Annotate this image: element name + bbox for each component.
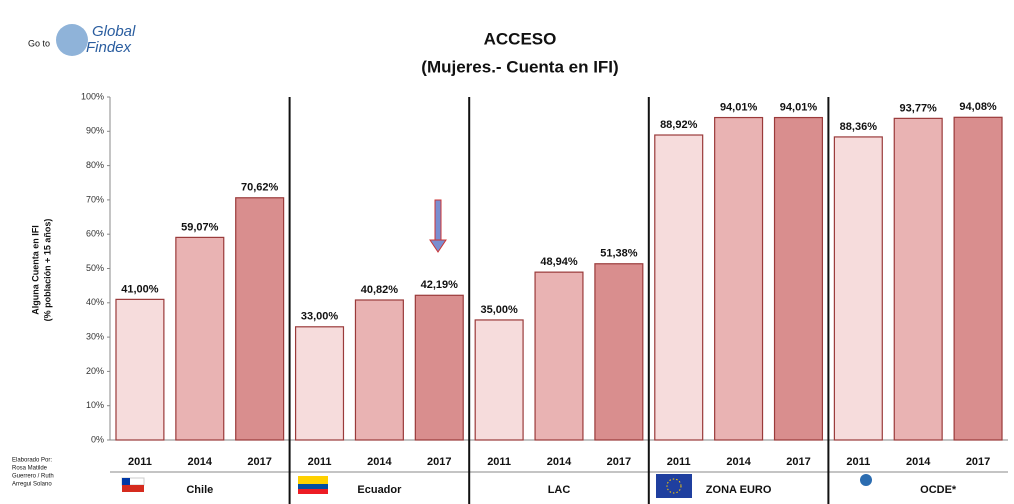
data-label: 88,92% bbox=[660, 119, 698, 131]
data-label: 51,38% bbox=[600, 248, 638, 260]
y-tick-label: 80% bbox=[86, 160, 104, 170]
data-label: 41,00% bbox=[121, 283, 159, 295]
flag bbox=[666, 478, 682, 494]
y-tick-label: 60% bbox=[86, 229, 104, 239]
flags bbox=[121, 474, 872, 498]
bar bbox=[654, 134, 704, 441]
data-label: 48,94% bbox=[540, 256, 578, 268]
data-label: 40,82% bbox=[361, 284, 399, 296]
arrow bbox=[429, 199, 447, 253]
flag bbox=[122, 485, 144, 492]
footnote: Elaborado Por: bbox=[12, 458, 52, 464]
bar bbox=[235, 197, 285, 441]
flag bbox=[298, 489, 328, 494]
data-label: 94,08% bbox=[959, 101, 997, 113]
data-label: 35,00% bbox=[480, 304, 518, 316]
bar bbox=[474, 319, 524, 441]
data-label: 42,19% bbox=[421, 279, 459, 291]
y-tick-label: 90% bbox=[86, 126, 104, 136]
bar bbox=[534, 271, 584, 441]
bar bbox=[773, 116, 824, 441]
x-tick-label: 2014 bbox=[188, 456, 213, 468]
y-tick-label: 20% bbox=[86, 366, 104, 376]
oecd-logo bbox=[860, 474, 872, 486]
bar bbox=[414, 294, 464, 441]
bar bbox=[294, 326, 345, 441]
group-label: ZONA EURO bbox=[706, 484, 772, 496]
data-label: 94,01% bbox=[720, 101, 758, 113]
x-tick-label: 2017 bbox=[966, 456, 990, 468]
y-tick-label: 30% bbox=[86, 331, 104, 341]
bar bbox=[594, 263, 644, 441]
flag bbox=[298, 476, 328, 484]
x-tick-label: 2014 bbox=[367, 456, 392, 468]
chart-title: ACCESO bbox=[484, 29, 557, 48]
flag bbox=[122, 478, 130, 485]
footnote: Rosa Matilde bbox=[12, 466, 48, 472]
y-tick-label: 100% bbox=[81, 91, 104, 101]
logo-text: Global bbox=[92, 23, 136, 40]
x-tick-label: 2017 bbox=[427, 456, 451, 468]
group-label: Chile bbox=[186, 484, 213, 496]
x-tick-label: 2017 bbox=[786, 456, 810, 468]
x-tick-label: 2014 bbox=[547, 456, 572, 468]
y-tick-label: 0% bbox=[91, 434, 104, 444]
bar bbox=[833, 136, 883, 441]
x-tick-label: 2011 bbox=[846, 456, 870, 468]
group-label: OCDE* bbox=[920, 484, 957, 496]
data-label: 70,62% bbox=[241, 182, 279, 194]
group-label: Ecuador bbox=[357, 484, 402, 496]
y-tick-label: 40% bbox=[86, 297, 104, 307]
data-label: 88,36% bbox=[840, 121, 878, 133]
x-tick-label: 2011 bbox=[667, 456, 691, 468]
y-axis-label: Alguna Cuenta en IFI bbox=[30, 225, 40, 315]
data-label: 33,00% bbox=[301, 311, 339, 323]
logo-text: Go to bbox=[28, 38, 50, 48]
x-tick-label: 2014 bbox=[906, 456, 931, 468]
bar bbox=[115, 298, 165, 441]
x-tick-label: 2011 bbox=[128, 456, 152, 468]
flag bbox=[656, 474, 692, 498]
bar bbox=[953, 116, 1003, 441]
bar bbox=[354, 299, 404, 441]
y-axis-label: (% población + 15 años) bbox=[42, 219, 52, 322]
x-tick-label: 2011 bbox=[487, 456, 511, 468]
bar bbox=[175, 236, 225, 441]
y-tick-label: 10% bbox=[86, 400, 104, 410]
bar bbox=[714, 116, 764, 441]
data-label: 94,01% bbox=[780, 101, 818, 113]
logo-text: Findex bbox=[86, 39, 132, 56]
x-tick-label: 2017 bbox=[247, 456, 271, 468]
group-label: LAC bbox=[548, 484, 571, 496]
data-label: 93,77% bbox=[900, 102, 938, 114]
flag bbox=[298, 484, 328, 489]
x-tick-label: 2014 bbox=[726, 456, 751, 468]
data-label: 59,07% bbox=[181, 221, 219, 233]
x-tick-label: 2017 bbox=[607, 456, 631, 468]
bar bbox=[893, 117, 943, 441]
y-tick-label: 50% bbox=[86, 263, 104, 273]
chart-subtitle: (Mujeres.- Cuenta en IFI) bbox=[421, 57, 618, 76]
y-tick-label: 70% bbox=[86, 194, 104, 204]
footnote: Guerrero / Ruth bbox=[12, 474, 54, 480]
x-tick-label: 2011 bbox=[308, 456, 332, 468]
footnote: Arregui Solano bbox=[12, 482, 52, 488]
logo-globe bbox=[56, 24, 88, 56]
